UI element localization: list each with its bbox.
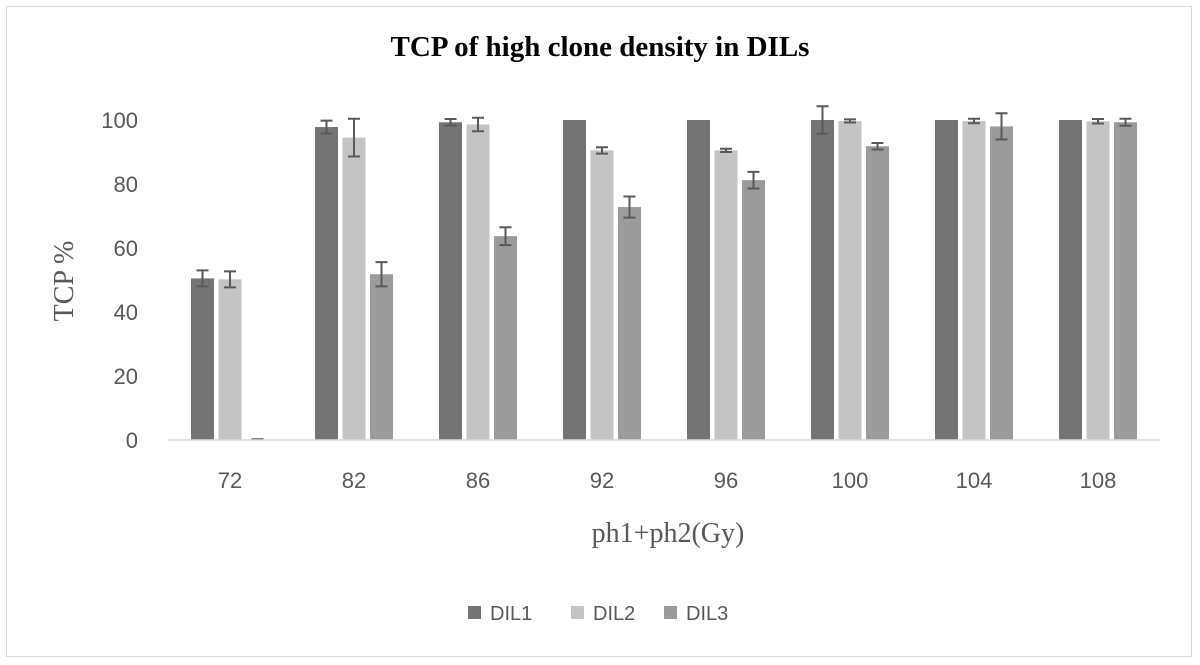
y-tick-label: 0 — [126, 428, 138, 453]
legend-label-dil2: DIL2 — [593, 603, 635, 625]
x-tick-label: 104 — [956, 468, 993, 493]
x-tick-label: 92 — [590, 468, 614, 493]
error-bar-dil2-86 — [472, 116, 484, 133]
bar-dil1-100 — [811, 120, 834, 440]
x-tick-label: 86 — [466, 468, 490, 493]
bar-dil3-92 — [618, 207, 641, 440]
bar-dil2-86 — [466, 124, 490, 440]
bar-dil3-100 — [866, 146, 889, 441]
y-tick-label: 40 — [114, 300, 138, 325]
bar-dil2-92 — [590, 150, 614, 440]
bar-dil1-86 — [439, 122, 462, 441]
error-bar-dil2-92 — [596, 146, 608, 155]
bar-dil1-108 — [1059, 120, 1082, 440]
error-bar-dil2-108 — [1092, 118, 1104, 125]
error-bar-dil3-86 — [499, 226, 512, 247]
y-tick-label: 100 — [101, 108, 138, 133]
error-bar-dil3-96 — [747, 170, 760, 190]
error-bars — [196, 105, 1132, 440]
error-bar-dil3-100 — [871, 142, 884, 151]
bar-dil1-72 — [191, 278, 214, 440]
y-tick-label: 80 — [114, 172, 138, 197]
bar-dil3-86 — [494, 236, 517, 440]
bar-dil1-92 — [563, 120, 586, 440]
chart-title: TCP of high clone density in DILs — [391, 31, 810, 63]
bar-dil3-82 — [370, 274, 393, 440]
error-bar-dil2-104 — [968, 117, 980, 125]
legend-swatch-dil1 — [468, 606, 481, 619]
legend-label-dil1: DIL1 — [490, 603, 532, 625]
error-bar-dil2-82 — [348, 117, 360, 158]
legend-label-dil3: DIL3 — [686, 603, 728, 625]
error-bar-dil3-92 — [623, 195, 636, 219]
bar-dil3-104 — [990, 126, 1013, 441]
error-bar-dil2-72 — [224, 270, 236, 289]
legend-swatch-dil2 — [571, 606, 584, 619]
error-bar-dil2-100 — [844, 118, 856, 124]
bar-dil3-108 — [1114, 122, 1137, 441]
error-bar-dil3-108 — [1119, 117, 1132, 127]
bar-dil2-82 — [342, 137, 366, 440]
error-bar-dil1-72 — [196, 269, 209, 288]
bar-dil2-96 — [714, 150, 738, 440]
x-tick-label: 108 — [1080, 468, 1117, 493]
x-axis-title: ph1+ph2(Gy) — [592, 518, 745, 549]
x-tick-label: 72 — [218, 468, 242, 493]
error-bar-dil3-104 — [995, 112, 1008, 141]
bar-dil2-100 — [838, 120, 862, 441]
y-tick-labels: 0 20 40 60 80 100 — [101, 108, 138, 453]
error-bar-dil2-96 — [720, 147, 732, 153]
y-axis-title: TCP % — [49, 241, 80, 322]
bars — [191, 120, 1137, 441]
y-tick-label: 20 — [114, 364, 138, 389]
bar-dil2-108 — [1086, 121, 1110, 440]
error-bar-dil3-82 — [375, 261, 388, 288]
bar-dil1-96 — [687, 120, 710, 440]
legend: DIL1 DIL2 DIL3 — [468, 603, 728, 625]
x-tick-label: 82 — [342, 468, 366, 493]
bar-dil1-104 — [935, 120, 958, 440]
x-tick-label: 96 — [714, 468, 738, 493]
bar-dil1-82 — [315, 127, 338, 440]
error-bar-dil1-86 — [444, 118, 457, 127]
legend-swatch-dil3 — [664, 606, 677, 619]
y-tick-label: 60 — [114, 236, 138, 261]
x-tick-labels: 72 82 86 92 96 100 104 108 — [218, 468, 1117, 493]
bar-dil2-72 — [218, 279, 242, 440]
bar-dil3-96 — [742, 180, 765, 440]
error-bar-dil1-100 — [816, 105, 829, 135]
bar-dil2-104 — [962, 120, 986, 441]
x-tick-label: 100 — [832, 468, 869, 493]
error-bar-dil1-82 — [320, 119, 333, 135]
